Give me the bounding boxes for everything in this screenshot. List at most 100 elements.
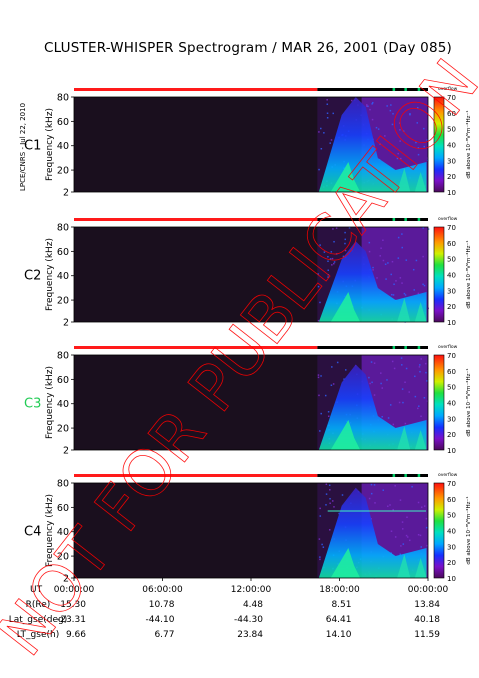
noise-speck	[419, 370, 421, 373]
ephemeris-cell: 14.10	[326, 630, 352, 640]
noise-speck	[382, 259, 385, 262]
noise-speck	[405, 367, 408, 370]
noise-speck	[317, 376, 320, 379]
noise-speck	[406, 536, 409, 538]
colorbar-header: overflow	[438, 216, 458, 222]
noise-speck	[368, 250, 371, 253]
noise-speck	[386, 379, 388, 381]
noise-speck	[327, 255, 329, 258]
noise-speck	[370, 492, 373, 495]
colorbar-label: dB above 10⁻⁸V²m⁻²Hz⁻¹	[465, 240, 472, 308]
y-tick-label: 80	[57, 223, 69, 234]
noise-speck	[325, 483, 328, 485]
colorbar-tick-label: 50	[447, 384, 456, 392]
bright-emission	[414, 558, 427, 578]
noise-speck	[420, 506, 423, 508]
noise-speck	[318, 538, 321, 540]
noise-speck	[372, 269, 374, 271]
noise-speck	[326, 116, 329, 119]
y-tick-label: 2	[63, 188, 69, 199]
y-tick-label: 20	[57, 166, 69, 177]
colorbar-tick-label: 50	[447, 256, 456, 264]
colorbar	[433, 96, 445, 193]
noise-speck	[416, 122, 419, 124]
noise-speck	[367, 105, 369, 108]
noise-speck	[373, 394, 376, 396]
noise-speck	[333, 240, 335, 243]
mode-bar-black	[317, 346, 428, 349]
y-axis-label: Frequency (kHz)	[45, 366, 55, 439]
bright-emission	[414, 172, 427, 192]
y-tick-label: 60	[57, 503, 69, 514]
noise-speck	[344, 231, 346, 234]
mode-bar-tick	[404, 474, 407, 477]
noise-speck	[424, 362, 427, 365]
noise-speck	[401, 282, 403, 284]
colorbar-tick-label: 10	[447, 447, 456, 455]
bright-emission	[397, 168, 411, 192]
noise-speck	[382, 239, 384, 242]
colorbar-tick-label: 20	[447, 173, 456, 181]
noise-speck	[371, 381, 373, 384]
noise-speck	[371, 118, 374, 121]
noise-speck	[401, 388, 404, 390]
noise-speck	[368, 376, 370, 379]
noise-speck	[420, 546, 422, 548]
ephemeris-row-label: Lat_gse(deg)	[9, 615, 67, 625]
noise-speck	[317, 374, 320, 376]
noise-speck	[400, 157, 402, 160]
noise-speck	[369, 108, 371, 111]
ephemeris-cell: 12:00:00	[231, 585, 272, 595]
noise-speck	[389, 404, 392, 406]
ephemeris-cell: 8.51	[331, 600, 351, 610]
mode-bar-red	[74, 346, 318, 349]
y-tick-label: 80	[57, 93, 69, 104]
noise-speck	[320, 412, 322, 415]
noise-speck	[333, 261, 336, 263]
noise-speck	[341, 494, 344, 496]
noise-speck	[423, 397, 426, 399]
noise-speck	[401, 246, 403, 249]
noise-speck	[329, 489, 331, 491]
bright-emission	[414, 430, 427, 450]
y-tick-label: 40	[57, 141, 69, 152]
colorbar-tick-label: 10	[447, 189, 456, 197]
noise-speck	[426, 139, 428, 141]
noise-speck	[416, 106, 419, 109]
ephemeris-cell: 00:00:00	[54, 585, 95, 595]
noise-speck	[330, 139, 333, 141]
noise-speck	[317, 285, 320, 288]
noise-speck	[317, 319, 320, 322]
noise-speck	[376, 277, 378, 279]
colorbar-tick-label: 70	[447, 352, 456, 360]
noise-speck	[387, 262, 389, 264]
noise-speck	[387, 417, 390, 419]
noise-speck	[401, 233, 403, 235]
noise-speck	[384, 263, 387, 266]
noise-speck	[379, 255, 381, 257]
noise-speck	[404, 422, 407, 425]
colorbar-tick-label: 30	[447, 157, 456, 165]
noise-speck	[417, 533, 420, 536]
ephemeris-cell: 11.59	[414, 630, 440, 640]
noise-speck	[328, 484, 331, 487]
noise-speck	[345, 369, 347, 371]
noise-speck	[400, 545, 402, 547]
noise-speck	[380, 372, 382, 374]
noise-speck	[420, 358, 422, 360]
noise-speck	[336, 361, 339, 364]
colorbar-tick-label: 70	[447, 94, 456, 102]
colorbar-tick-label: 30	[447, 287, 456, 295]
noise-speck	[423, 145, 426, 148]
noise-speck	[396, 157, 399, 160]
y-tick-label: 20	[57, 552, 69, 563]
noise-speck	[330, 384, 333, 387]
noise-speck	[399, 277, 402, 279]
bright-emission	[397, 554, 411, 578]
noise-speck	[391, 293, 393, 296]
noise-speck	[335, 227, 338, 229]
ephemeris-cell: 00:00:00	[408, 585, 449, 595]
noise-speck	[329, 498, 331, 500]
noise-speck	[332, 228, 334, 230]
